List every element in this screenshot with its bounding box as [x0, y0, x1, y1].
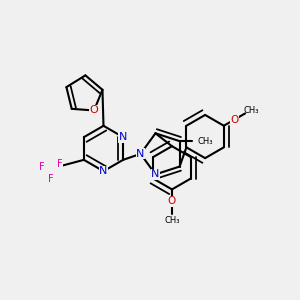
- Text: CH₃: CH₃: [164, 216, 180, 225]
- Text: N: N: [99, 166, 108, 176]
- Text: N: N: [151, 169, 160, 179]
- Text: F: F: [57, 159, 63, 169]
- Text: O: O: [230, 115, 238, 125]
- Text: CH₃: CH₃: [197, 136, 212, 146]
- Text: CH₃: CH₃: [243, 106, 259, 115]
- Text: O: O: [90, 106, 98, 116]
- Text: N: N: [119, 132, 127, 142]
- Text: O: O: [168, 196, 176, 206]
- Text: F: F: [48, 174, 54, 184]
- Text: F: F: [39, 162, 45, 172]
- Text: N: N: [136, 149, 145, 159]
